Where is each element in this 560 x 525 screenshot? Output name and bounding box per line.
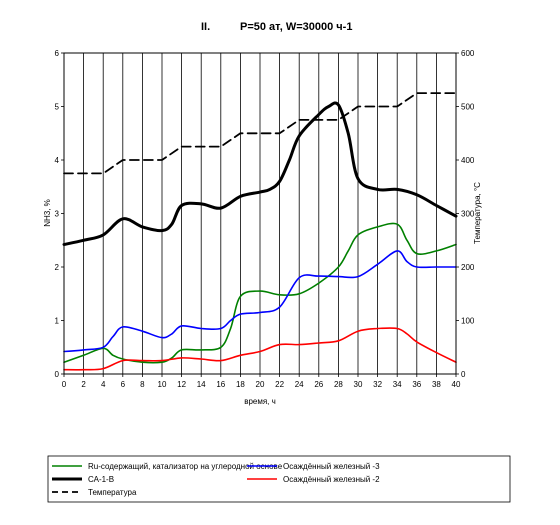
x-axis-label: время, ч bbox=[244, 397, 276, 406]
y2-tick-label-300: 300 bbox=[461, 210, 475, 219]
y2-tick-label-100: 100 bbox=[461, 317, 475, 326]
series-layer bbox=[62, 92, 458, 371]
x-tick-label-20: 20 bbox=[256, 380, 265, 389]
x-tick-label-40: 40 bbox=[452, 380, 461, 389]
y-tick-label-6: 6 bbox=[55, 49, 60, 58]
x-tick-label-2: 2 bbox=[81, 380, 86, 389]
x-tick-label-14: 14 bbox=[197, 380, 206, 389]
x-tick-label-0: 0 bbox=[62, 380, 67, 389]
y2-tick-label-0: 0 bbox=[461, 370, 466, 379]
x-tick-label-6: 6 bbox=[121, 380, 126, 389]
series-line-4 bbox=[63, 327, 457, 371]
y2-tick-label-600: 600 bbox=[461, 49, 475, 58]
x-tick-label-38: 38 bbox=[432, 380, 441, 389]
legend-label-4: Осаждённый железный -2 bbox=[283, 475, 380, 484]
y2-tick-label-200: 200 bbox=[461, 263, 475, 272]
x-tick-label-4: 4 bbox=[101, 380, 106, 389]
legend: Ru-содержащий, катализатор на углеродной… bbox=[52, 462, 380, 497]
y2-tick-label-400: 400 bbox=[461, 156, 475, 165]
x-tick-label-18: 18 bbox=[236, 380, 245, 389]
x-tick-label-8: 8 bbox=[140, 380, 145, 389]
series-line-3 bbox=[62, 101, 458, 246]
x-tick-label-34: 34 bbox=[393, 380, 402, 389]
chart-title: P=50 ат, W=30000 ч-1 bbox=[240, 21, 352, 33]
legend-box bbox=[47, 455, 511, 503]
y-tick-label-2: 2 bbox=[55, 263, 60, 272]
series-line-5 bbox=[63, 92, 457, 175]
legend-label-3: СА-1-В bbox=[88, 475, 114, 484]
x-tick-label-26: 26 bbox=[314, 380, 323, 389]
x-tick-label-30: 30 bbox=[354, 380, 363, 389]
series-line-1 bbox=[63, 222, 457, 364]
x-tick-label-28: 28 bbox=[334, 380, 343, 389]
grid-lines bbox=[83, 53, 437, 374]
legend-label-5: Температура bbox=[88, 488, 137, 497]
y-tick-label-1: 1 bbox=[55, 317, 60, 326]
x-axis-ticks: 0 2 4 6 8 10 12 14 16 18 20 22 24 26 28 30 32 34 36 38 40 bbox=[62, 374, 461, 389]
chart-title-prefix: II. bbox=[201, 21, 210, 33]
x-tick-label-36: 36 bbox=[412, 380, 421, 389]
y-tick-label-4: 4 bbox=[55, 156, 60, 165]
x-tick-label-22: 22 bbox=[275, 380, 284, 389]
y-tick-label-3: 3 bbox=[55, 210, 60, 219]
y-tick-label-0: 0 bbox=[55, 370, 60, 379]
x-tick-label-24: 24 bbox=[295, 380, 304, 389]
y2-axis-label: Температура, °С bbox=[473, 182, 482, 244]
legend-label-1: Ru-содержащий, катализатор на углеродной… bbox=[88, 462, 283, 471]
y-tick-label-5: 5 bbox=[55, 103, 60, 112]
series-line-2 bbox=[63, 250, 457, 353]
x-tick-label-16: 16 bbox=[216, 380, 225, 389]
x-tick-label-10: 10 bbox=[158, 380, 167, 389]
legend-label-2: Осаждённый железный -3 bbox=[283, 462, 380, 471]
y-axis-ticks: 0 1 2 3 4 5 6 bbox=[55, 49, 64, 379]
y-axis-label: NH3, % bbox=[43, 199, 52, 227]
y2-tick-label-500: 500 bbox=[461, 103, 475, 112]
x-tick-label-32: 32 bbox=[373, 380, 382, 389]
y2-axis-ticks: 0 100 200 300 400 500 600 bbox=[456, 49, 475, 379]
x-tick-label-12: 12 bbox=[177, 380, 186, 389]
